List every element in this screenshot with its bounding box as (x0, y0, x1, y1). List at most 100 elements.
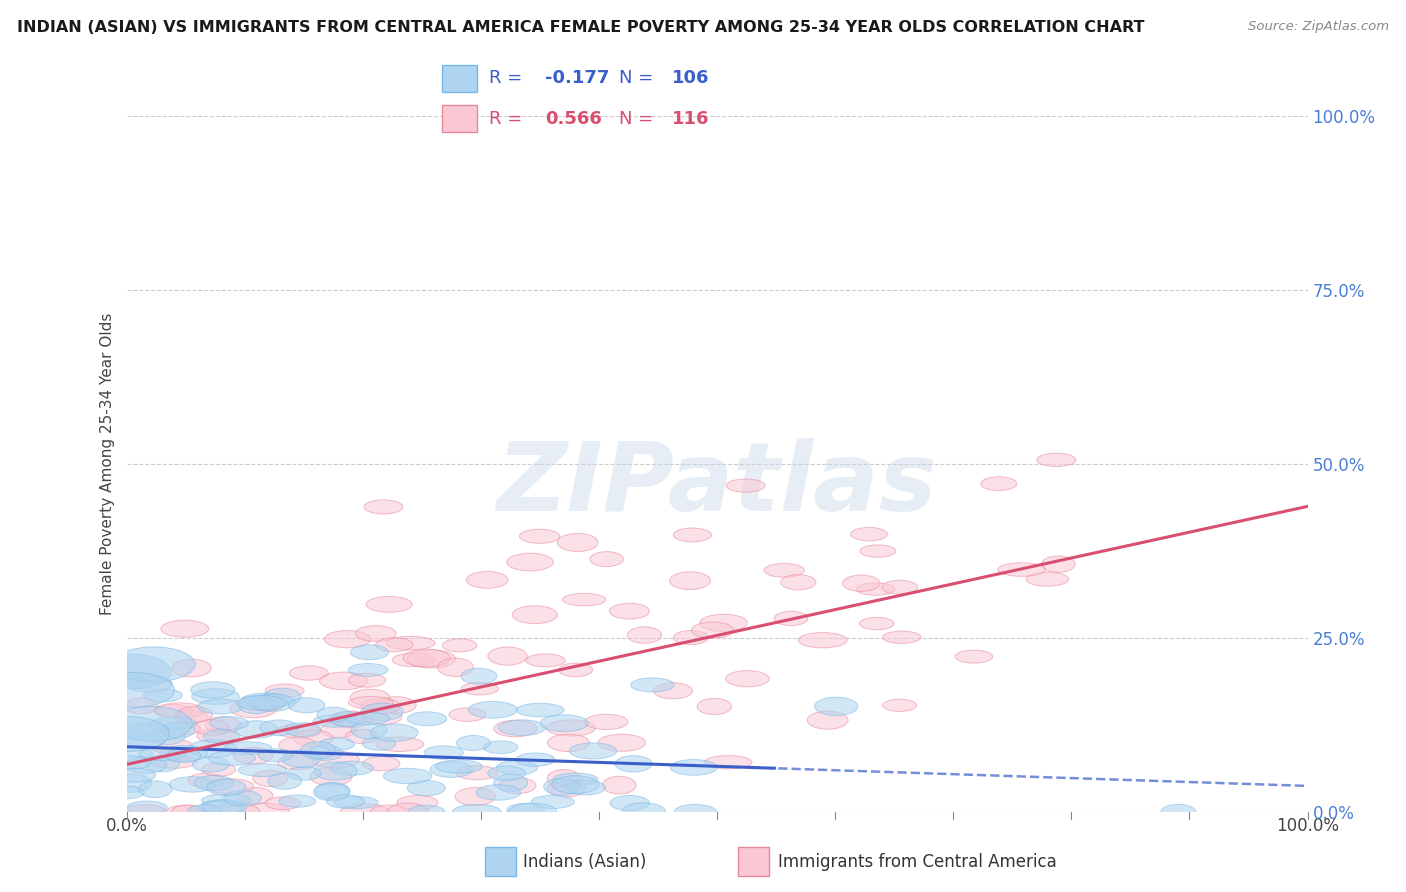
Ellipse shape (125, 757, 166, 773)
Ellipse shape (121, 723, 169, 740)
Ellipse shape (562, 593, 606, 606)
Ellipse shape (287, 767, 322, 780)
Ellipse shape (233, 747, 273, 764)
Ellipse shape (856, 582, 894, 595)
Ellipse shape (704, 756, 752, 769)
Text: Source: ZipAtlas.com: Source: ZipAtlas.com (1249, 20, 1389, 33)
Ellipse shape (238, 696, 274, 714)
Ellipse shape (211, 803, 260, 821)
Ellipse shape (346, 730, 378, 744)
Ellipse shape (551, 776, 599, 794)
Ellipse shape (264, 689, 301, 706)
Ellipse shape (799, 632, 846, 648)
Ellipse shape (314, 714, 360, 727)
Ellipse shape (671, 759, 717, 775)
Ellipse shape (763, 564, 804, 577)
Ellipse shape (112, 647, 195, 681)
Ellipse shape (315, 782, 350, 799)
Ellipse shape (468, 701, 517, 718)
Ellipse shape (780, 574, 815, 590)
FancyBboxPatch shape (441, 105, 477, 132)
Ellipse shape (456, 765, 498, 780)
Ellipse shape (859, 617, 894, 630)
Ellipse shape (453, 805, 501, 819)
Ellipse shape (250, 694, 295, 711)
Text: 0.566: 0.566 (546, 110, 602, 128)
Ellipse shape (461, 682, 498, 695)
Ellipse shape (166, 805, 202, 818)
Ellipse shape (259, 748, 292, 762)
Ellipse shape (585, 714, 628, 730)
Ellipse shape (150, 755, 197, 768)
Text: 106: 106 (672, 70, 710, 87)
Ellipse shape (224, 790, 262, 805)
Ellipse shape (281, 750, 321, 767)
Ellipse shape (288, 698, 325, 713)
Ellipse shape (370, 805, 406, 819)
Text: Indians (Asian): Indians (Asian) (523, 853, 647, 871)
Ellipse shape (309, 768, 352, 786)
Ellipse shape (143, 689, 183, 702)
Ellipse shape (516, 703, 564, 717)
Ellipse shape (326, 795, 364, 808)
Ellipse shape (387, 803, 427, 821)
Y-axis label: Female Poverty Among 25-34 Year Olds: Female Poverty Among 25-34 Year Olds (100, 313, 115, 615)
Ellipse shape (266, 684, 304, 698)
Ellipse shape (519, 529, 560, 543)
Ellipse shape (301, 741, 336, 759)
Ellipse shape (352, 722, 387, 739)
Ellipse shape (553, 773, 598, 786)
Ellipse shape (775, 611, 808, 625)
Ellipse shape (194, 720, 229, 735)
Ellipse shape (558, 663, 592, 677)
Ellipse shape (240, 693, 288, 707)
Ellipse shape (437, 658, 474, 676)
Ellipse shape (614, 756, 652, 772)
Ellipse shape (366, 597, 412, 612)
Ellipse shape (494, 774, 527, 791)
Ellipse shape (371, 724, 418, 741)
Ellipse shape (238, 764, 287, 777)
Ellipse shape (506, 804, 544, 816)
Ellipse shape (111, 774, 152, 792)
Ellipse shape (277, 724, 321, 738)
Ellipse shape (627, 627, 662, 643)
Ellipse shape (692, 622, 734, 639)
Ellipse shape (110, 786, 145, 798)
Ellipse shape (883, 699, 917, 712)
Ellipse shape (387, 636, 434, 649)
Ellipse shape (404, 649, 450, 667)
Ellipse shape (860, 545, 896, 558)
Ellipse shape (349, 664, 388, 676)
Ellipse shape (346, 712, 389, 724)
Ellipse shape (436, 760, 482, 773)
Ellipse shape (160, 746, 207, 762)
Ellipse shape (329, 711, 373, 727)
Ellipse shape (547, 780, 585, 797)
Ellipse shape (266, 797, 301, 810)
Ellipse shape (253, 771, 288, 787)
Ellipse shape (163, 723, 201, 735)
Ellipse shape (202, 801, 243, 814)
Ellipse shape (110, 706, 193, 741)
Ellipse shape (278, 737, 316, 753)
Ellipse shape (208, 751, 256, 765)
Ellipse shape (461, 668, 496, 684)
Ellipse shape (621, 803, 665, 821)
Ellipse shape (506, 553, 554, 571)
Ellipse shape (408, 649, 456, 668)
Ellipse shape (330, 761, 374, 775)
Ellipse shape (231, 699, 277, 718)
Ellipse shape (150, 726, 186, 745)
Ellipse shape (139, 780, 172, 797)
Ellipse shape (242, 804, 290, 820)
Ellipse shape (1036, 453, 1076, 467)
Ellipse shape (475, 785, 520, 800)
Ellipse shape (675, 805, 717, 819)
Ellipse shape (408, 780, 446, 796)
Ellipse shape (488, 647, 527, 665)
Ellipse shape (363, 756, 399, 771)
Ellipse shape (375, 697, 416, 714)
Ellipse shape (269, 773, 302, 789)
Ellipse shape (150, 717, 197, 730)
